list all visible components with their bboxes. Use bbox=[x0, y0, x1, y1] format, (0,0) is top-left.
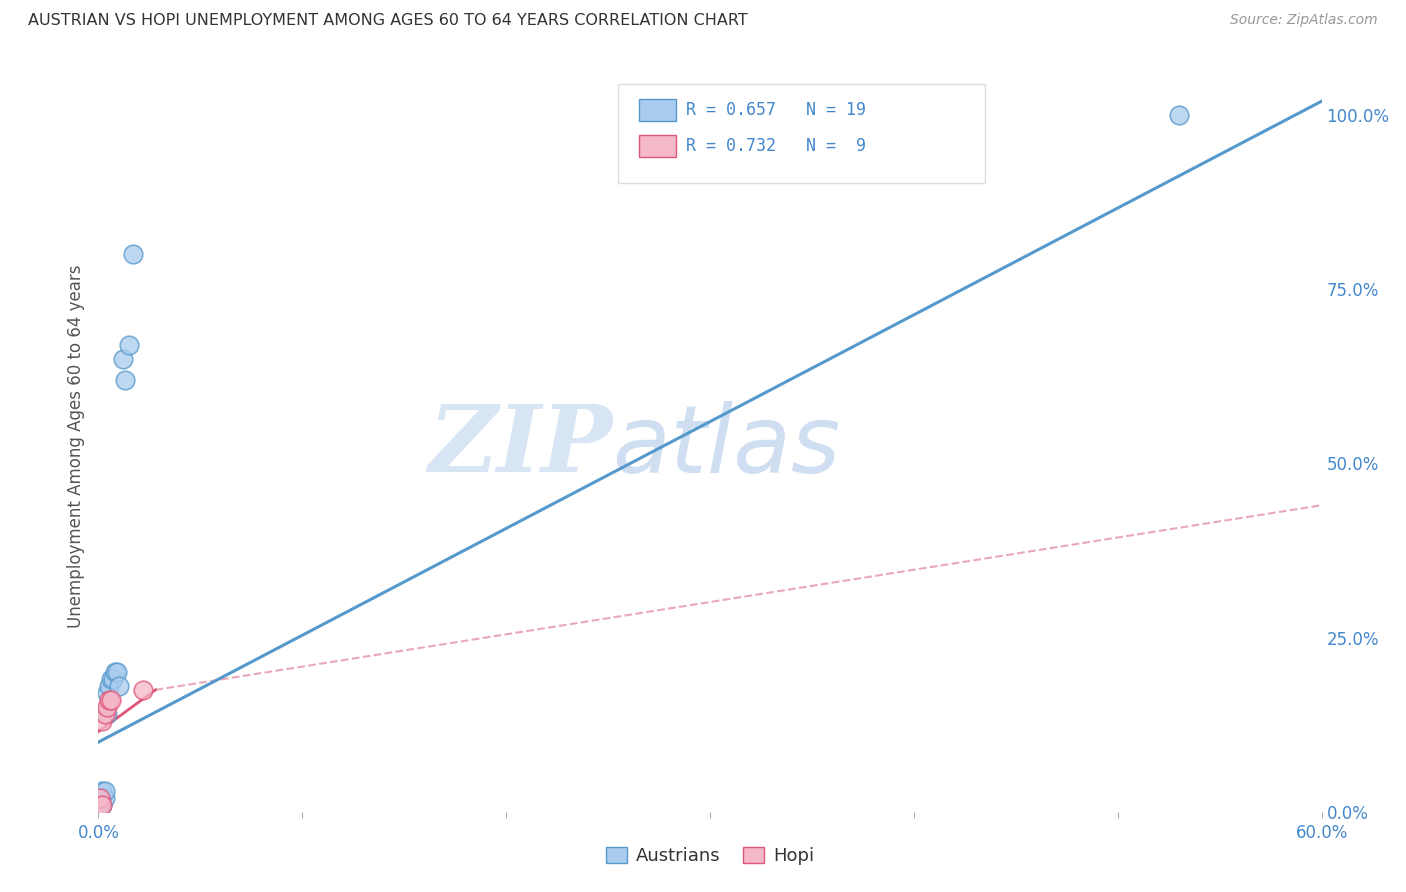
FancyBboxPatch shape bbox=[640, 136, 676, 157]
Point bbox=[132, 682, 155, 697]
Text: R = 0.732   N =  9: R = 0.732 N = 9 bbox=[686, 137, 866, 155]
Point bbox=[93, 707, 115, 722]
Point bbox=[89, 790, 111, 805]
Point bbox=[91, 784, 114, 798]
Legend: Austrians, Hopi: Austrians, Hopi bbox=[599, 839, 821, 872]
Point bbox=[97, 693, 120, 707]
Point bbox=[91, 797, 114, 812]
Text: Source: ZipAtlas.com: Source: ZipAtlas.com bbox=[1230, 13, 1378, 28]
Point bbox=[104, 665, 127, 680]
Y-axis label: Unemployment Among Ages 60 to 64 years: Unemployment Among Ages 60 to 64 years bbox=[66, 264, 84, 628]
Point bbox=[89, 797, 111, 812]
Point bbox=[93, 784, 115, 798]
Point bbox=[96, 686, 118, 700]
Point bbox=[96, 700, 118, 714]
Point bbox=[100, 693, 122, 707]
Text: atlas: atlas bbox=[612, 401, 841, 491]
Text: R = 0.657   N = 19: R = 0.657 N = 19 bbox=[686, 101, 866, 119]
Point bbox=[97, 679, 120, 693]
Point bbox=[111, 351, 134, 366]
Point bbox=[114, 373, 136, 387]
Point bbox=[91, 714, 114, 728]
Point bbox=[1167, 108, 1189, 122]
Point bbox=[91, 790, 114, 805]
Point bbox=[100, 673, 122, 687]
Point bbox=[105, 665, 128, 680]
Point bbox=[89, 797, 111, 812]
Point bbox=[122, 247, 145, 261]
Point bbox=[101, 673, 124, 687]
Point bbox=[118, 338, 141, 352]
Point bbox=[108, 679, 131, 693]
Point bbox=[96, 707, 118, 722]
Point bbox=[93, 790, 115, 805]
Text: ZIP: ZIP bbox=[427, 401, 612, 491]
FancyBboxPatch shape bbox=[640, 99, 676, 120]
Text: AUSTRIAN VS HOPI UNEMPLOYMENT AMONG AGES 60 TO 64 YEARS CORRELATION CHART: AUSTRIAN VS HOPI UNEMPLOYMENT AMONG AGES… bbox=[28, 13, 748, 29]
Point bbox=[89, 790, 111, 805]
Point bbox=[91, 797, 114, 812]
FancyBboxPatch shape bbox=[619, 84, 986, 183]
